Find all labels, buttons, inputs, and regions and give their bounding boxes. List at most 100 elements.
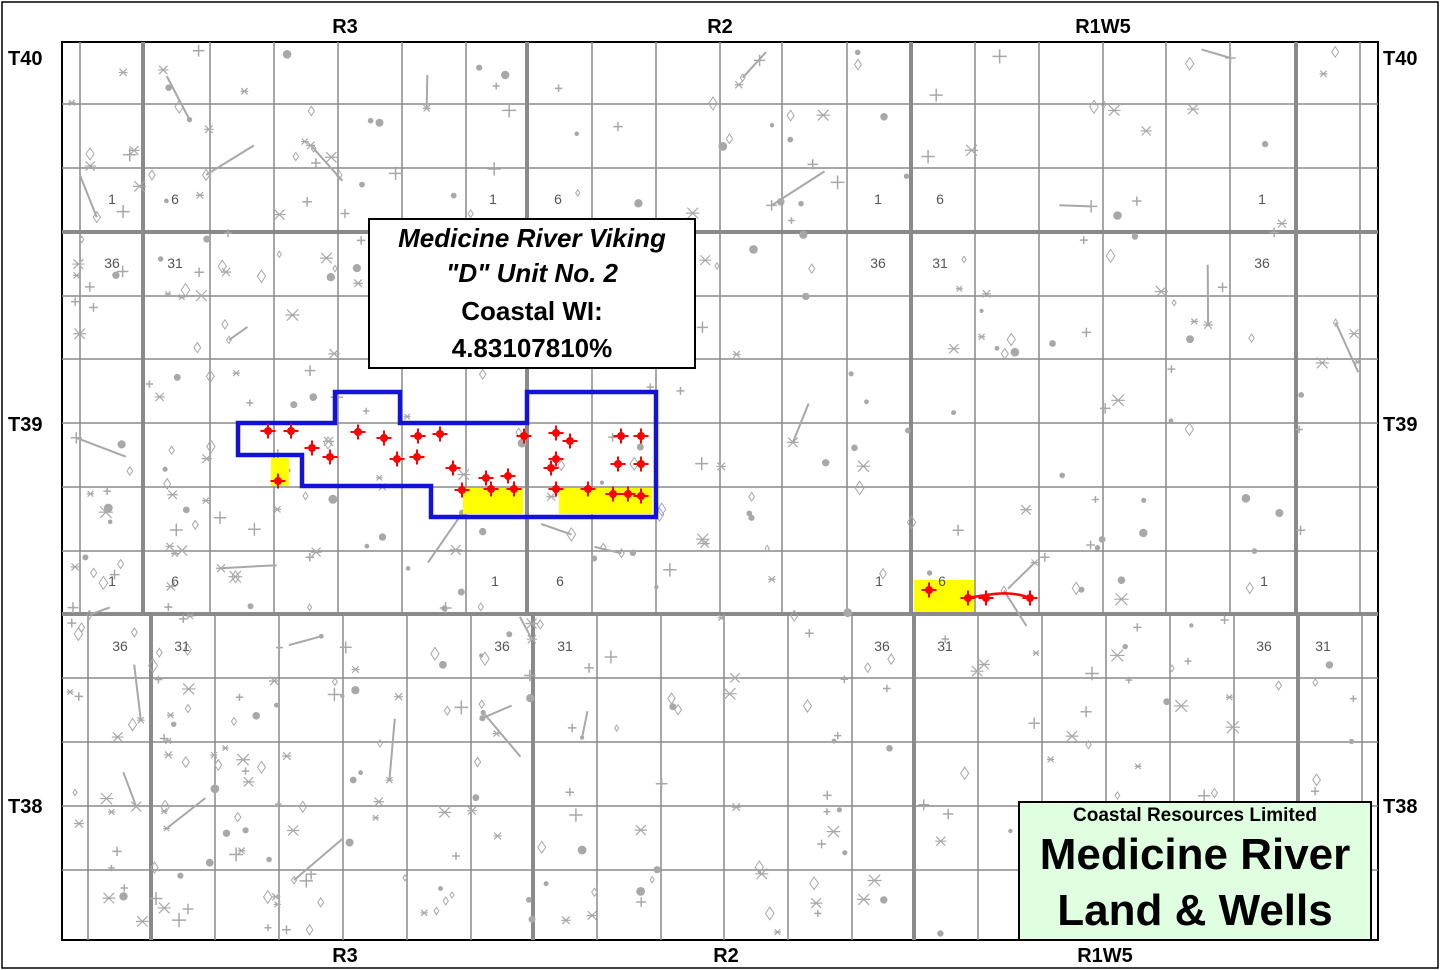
well-symbol: [247, 603, 254, 610]
well-symbol: [1131, 233, 1139, 240]
well-symbol: [1319, 70, 1328, 78]
well-symbol: [438, 886, 443, 891]
well-symbol: [717, 614, 726, 622]
well-symbol: [1189, 623, 1194, 628]
well-symbol: [420, 909, 428, 917]
range-label-bottom: R1W5: [1077, 945, 1133, 967]
well-symbol: [309, 393, 318, 401]
well-symbol: [1105, 248, 1116, 264]
well-symbol: [1085, 666, 1099, 681]
well-symbol: [536, 619, 544, 630]
well-symbol: [467, 806, 477, 816]
well-symbol: [1184, 657, 1192, 665]
well-symbol: [84, 161, 96, 172]
well-symbol: [749, 245, 758, 254]
well-symbol: [1114, 791, 1121, 801]
well-symbol: [517, 438, 527, 448]
well-symbol: [164, 602, 173, 612]
well-symbol: [193, 341, 202, 354]
section-number: 36: [870, 255, 886, 271]
well-trajectory: [293, 837, 345, 881]
well-symbol: [378, 533, 387, 541]
coastal-well-symbol: [487, 485, 495, 493]
unit-boundary: [235, 389, 659, 520]
well-symbol: [1245, 581, 1254, 595]
well-symbol: [718, 142, 728, 151]
well-symbol: [1190, 318, 1198, 325]
well-trajectory: [388, 718, 396, 781]
well-symbol: [235, 693, 244, 702]
coastal-well-symbol: [584, 485, 592, 493]
well-symbol: [268, 676, 280, 686]
well-symbol: [127, 717, 138, 732]
well-symbol: [941, 635, 949, 643]
well-symbol: [230, 716, 238, 727]
well-symbol: [584, 663, 594, 673]
well-symbol: [74, 692, 84, 701]
well-symbol: [1184, 56, 1195, 71]
well-symbol: [1331, 45, 1340, 59]
well-symbol: [613, 724, 620, 733]
well-symbol: [1111, 394, 1126, 407]
well-symbol: [162, 466, 168, 472]
well-symbol: [956, 285, 963, 292]
well-symbol: [960, 766, 970, 781]
well-symbol: [170, 721, 177, 728]
section-number: 6: [936, 191, 944, 207]
well-symbol: [457, 468, 471, 481]
well-trajectory: [1003, 590, 1028, 627]
well-symbol: [177, 872, 184, 879]
well-symbol: [442, 896, 449, 906]
well-symbol: [174, 99, 185, 114]
well-symbol: [221, 318, 229, 330]
well-symbol: [359, 181, 365, 188]
coastal-parcel: [559, 488, 652, 514]
well-trajectory: [165, 75, 191, 121]
well-symbol: [537, 840, 547, 855]
well-symbol: [241, 767, 250, 775]
well-symbol: [1113, 211, 1122, 220]
well-symbol: [867, 874, 882, 887]
well-symbol: [1100, 99, 1107, 109]
section-number: 31: [174, 638, 190, 654]
well-symbol: [577, 845, 587, 855]
well-trajectory: [165, 797, 206, 830]
well-symbol: [1298, 392, 1305, 398]
well-symbol: [164, 198, 169, 204]
well-symbol: [328, 494, 338, 504]
well-trajectory: [133, 664, 142, 721]
well-symbol: [135, 915, 149, 928]
well-symbol: [181, 682, 196, 695]
section-number: 36: [112, 638, 128, 654]
well-symbol: [275, 644, 283, 652]
well-symbol: [725, 133, 734, 145]
well-symbol: [851, 444, 858, 452]
well-symbol: [367, 117, 374, 124]
well-symbol: [165, 84, 172, 91]
well-symbol: [373, 797, 385, 807]
well-symbol: [1086, 540, 1095, 550]
well-trajectory: [205, 144, 255, 176]
well-symbol: [1132, 196, 1142, 206]
well-symbol: [526, 694, 535, 703]
well-symbol: [951, 410, 957, 416]
coastal-well-symbol: [287, 427, 295, 435]
well-symbol: [879, 567, 888, 580]
section-number: 6: [171, 573, 179, 589]
well-symbol: [695, 457, 709, 471]
well-trajectory: [310, 144, 344, 182]
well-symbol: [229, 847, 244, 862]
well-symbol: [372, 814, 379, 821]
well-symbol: [240, 87, 249, 95]
well-symbol: [1110, 649, 1125, 662]
well-symbol: [449, 544, 462, 556]
well-symbol: [478, 368, 487, 381]
well-symbol: [696, 321, 708, 333]
well-symbol: [880, 896, 888, 904]
coastal-well-symbol: [308, 444, 316, 452]
other-wells: [66, 44, 1362, 937]
well-symbol: [331, 677, 338, 687]
well-symbol: [1184, 422, 1195, 437]
well-symbol: [1169, 664, 1175, 673]
well-symbol: [1354, 358, 1362, 366]
